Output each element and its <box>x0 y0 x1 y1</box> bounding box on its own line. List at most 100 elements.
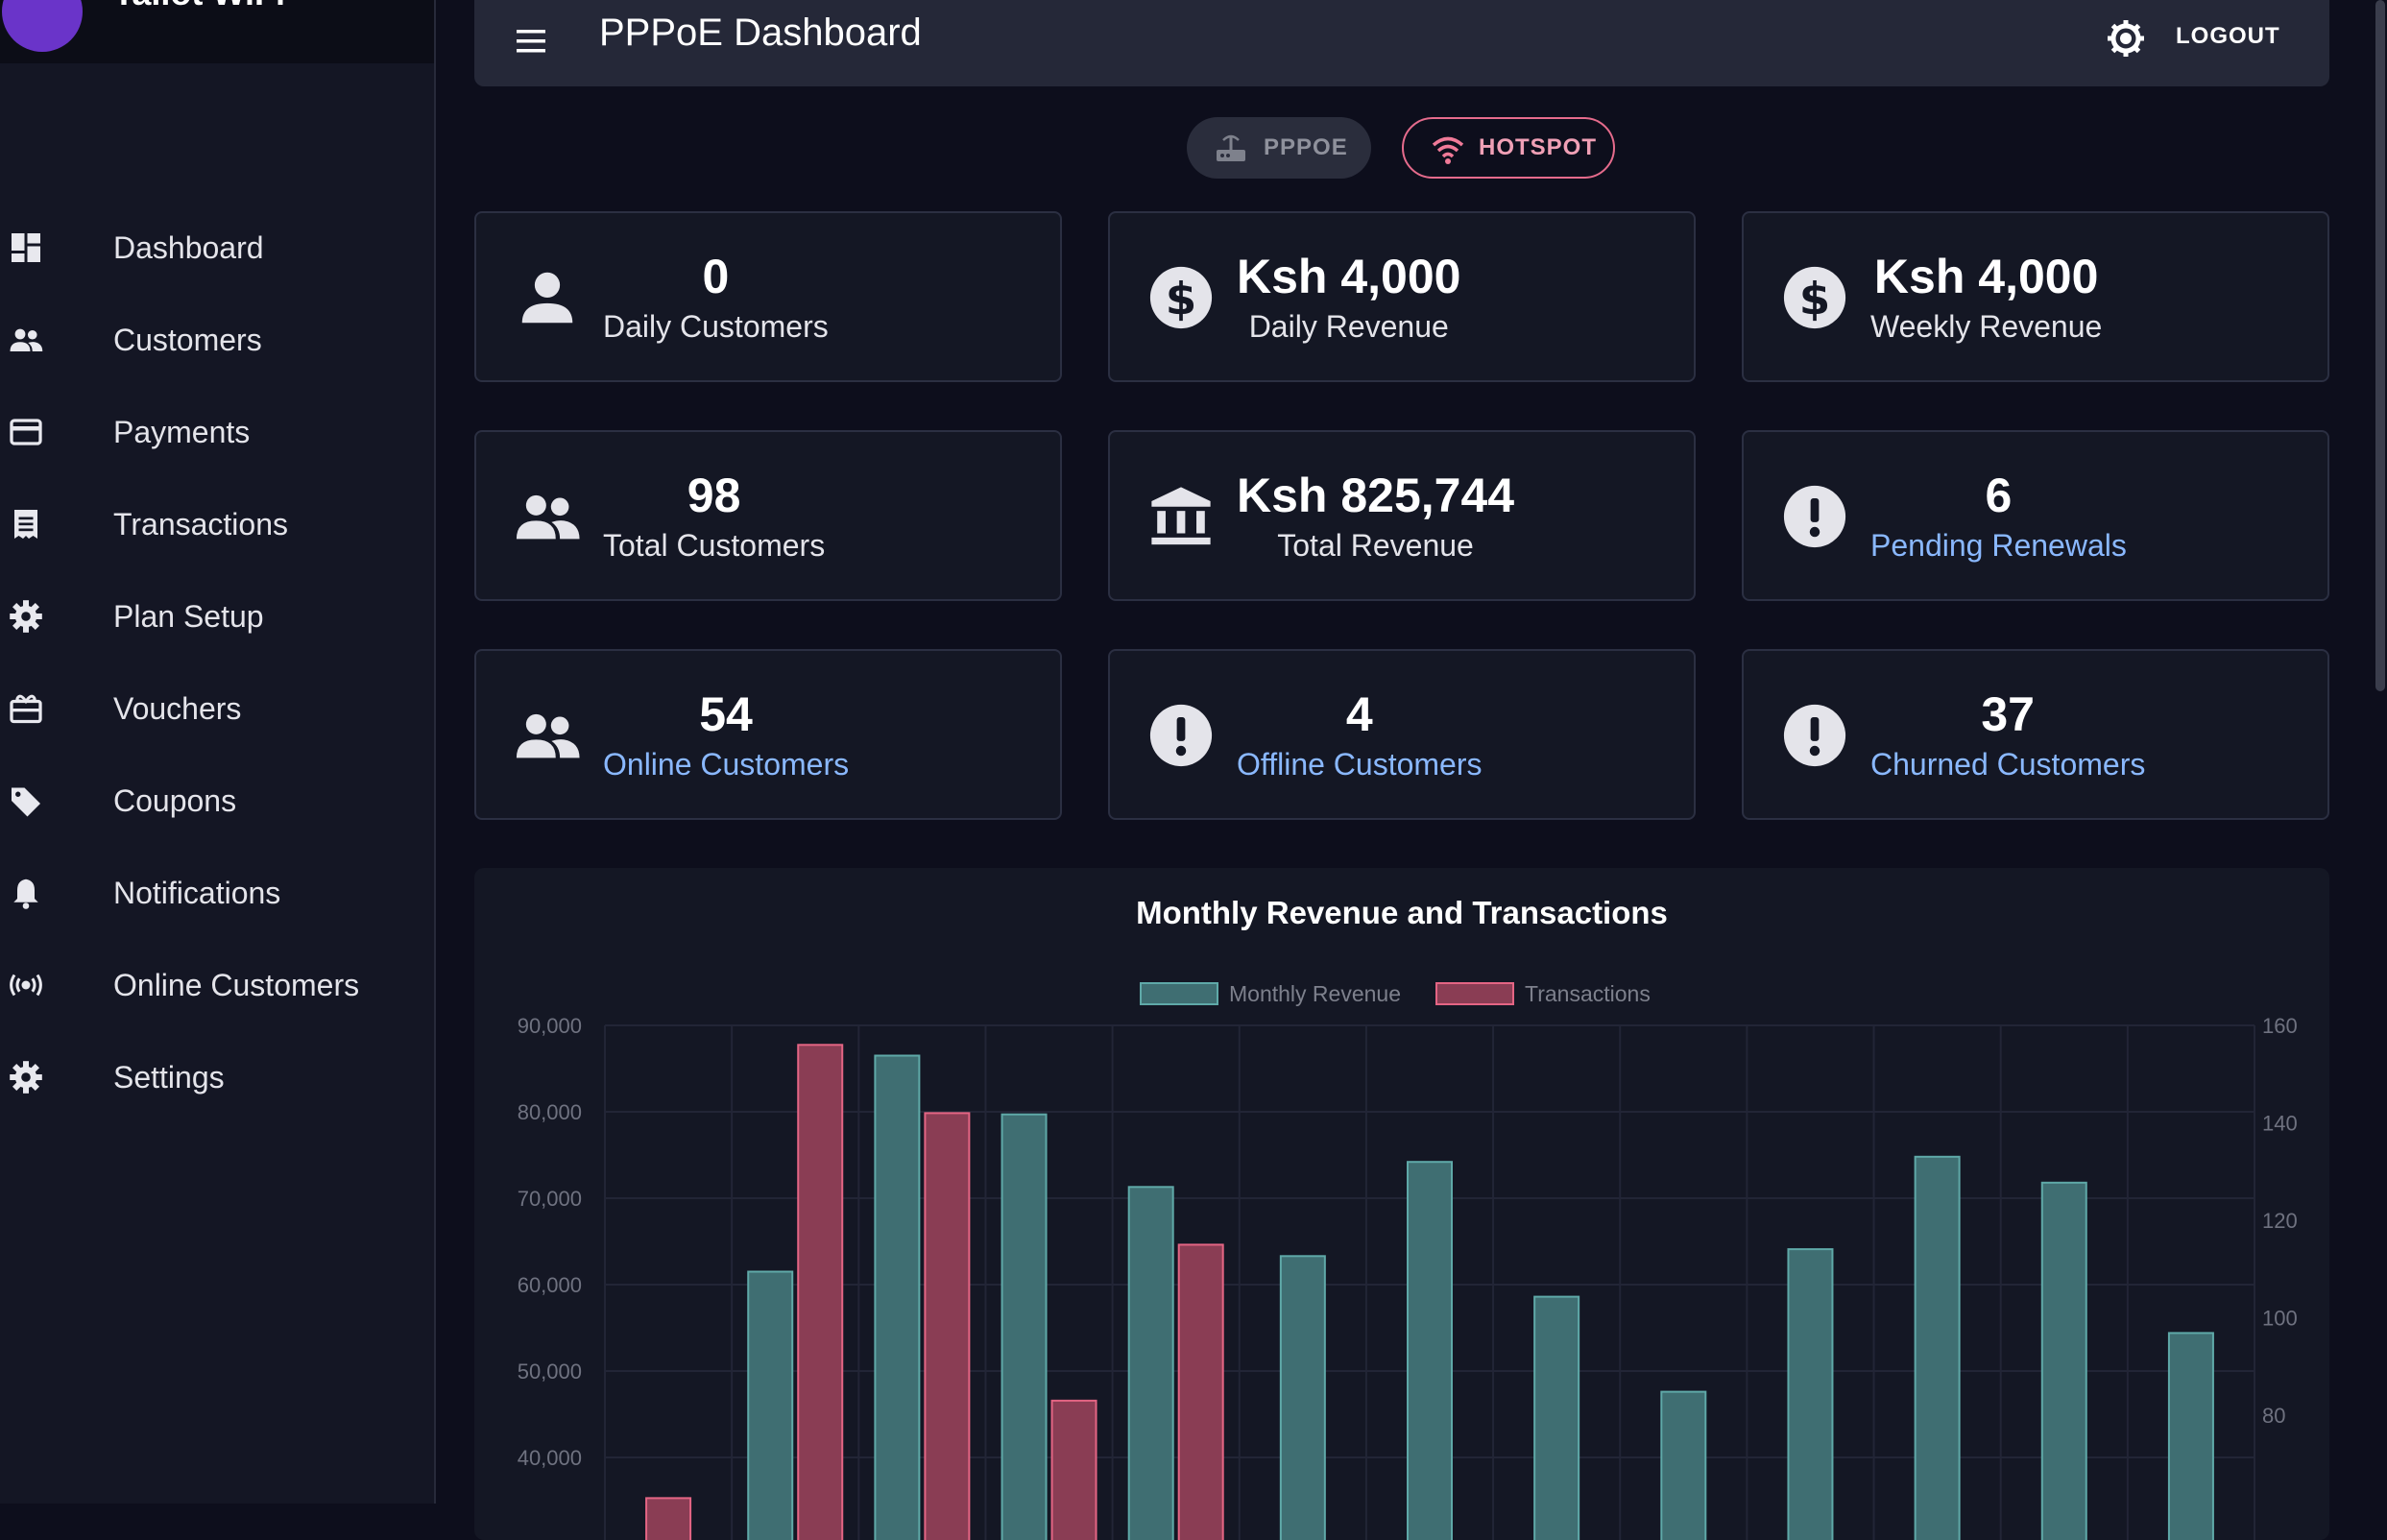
sidebar-item-label: Plan Setup <box>113 599 264 635</box>
svg-text:$: $ <box>1799 275 1830 326</box>
transactions-bar <box>1179 1244 1223 1540</box>
sidebar-item-transactions[interactable]: Transactions <box>0 478 434 570</box>
sidebar-item-notifications[interactable]: Notifications <box>0 847 434 939</box>
sidebar-item-label: Online Customers <box>113 968 359 1003</box>
tag-icon <box>8 782 44 819</box>
sidebar-item-dashboard[interactable]: Dashboard <box>0 202 434 294</box>
sidebar-item-settings[interactable]: Settings <box>0 1031 434 1123</box>
scrollbar-thumb[interactable] <box>2375 0 2385 691</box>
wifi-icon <box>1431 132 1465 167</box>
sidebar-item-plan-setup[interactable]: Plan Setup <box>0 570 434 662</box>
y-right-tick-label: 140 <box>2262 1112 2298 1136</box>
transactions-bar <box>1052 1401 1097 1540</box>
alert-icon <box>1145 699 1218 772</box>
bank-icon <box>1145 480 1218 553</box>
stat-label: Offline Customers <box>1237 743 1483 785</box>
y-left-tick-label: 90,000 <box>518 1014 582 1038</box>
sidebar-item-label: Customers <box>113 323 262 358</box>
gear-icon <box>8 1059 44 1095</box>
stat-label: Daily Customers <box>603 305 829 348</box>
people-icon <box>511 480 584 553</box>
people-icon <box>8 322 44 358</box>
revenue-chart: Monthly Revenue and Transactions Monthly … <box>474 868 2329 1540</box>
sidebar-item-online-customers[interactable]: Online Customers <box>0 939 434 1031</box>
transactions-bar <box>925 1113 969 1540</box>
sidebar-item-label: Notifications <box>113 876 280 911</box>
sidebar-item-label: Transactions <box>113 507 288 542</box>
revenue-bar <box>1661 1392 1705 1540</box>
people-icon <box>511 699 584 772</box>
alert-icon <box>1778 699 1851 772</box>
y-left-tick-label: 80,000 <box>518 1100 582 1124</box>
credit-card-icon <box>8 414 44 450</box>
broadcast-icon <box>8 967 44 1003</box>
stat-value: 98 <box>687 467 741 524</box>
y-right-tick-label: 80 <box>2262 1404 2285 1428</box>
brand-bar: Taliot WiFi <box>0 0 434 63</box>
sidebar-item-vouchers[interactable]: Vouchers <box>0 662 434 755</box>
revenue-bar <box>2042 1183 2086 1540</box>
revenue-bar <box>1788 1249 1832 1540</box>
dashboard-icon <box>8 229 44 266</box>
stat-value: Ksh 825,744 <box>1237 467 1514 524</box>
sidebar-item-label: Vouchers <box>113 691 241 727</box>
stat-label: Total Revenue <box>1277 524 1474 566</box>
dollar-icon: $ <box>1145 261 1218 334</box>
y-left-tick-label: 40,000 <box>518 1446 582 1470</box>
logout-button[interactable]: LOGOUT <box>2176 23 2280 50</box>
stat-label: Daily Revenue <box>1249 305 1449 348</box>
svg-text:$: $ <box>1166 275 1196 326</box>
legend-label-transactions: Transactions <box>1525 981 1651 1006</box>
legend-swatch-revenue <box>1141 983 1218 1004</box>
sidebar-item-label: Coupons <box>113 783 236 819</box>
pppoe-toggle-button[interactable]: PPPOE <box>1187 117 1371 179</box>
revenue-bar <box>748 1272 792 1540</box>
legend-swatch-transactions <box>1436 983 1513 1004</box>
hotspot-toggle-button[interactable]: HOTSPOT <box>1402 117 1615 179</box>
stat-label: Total Customers <box>603 524 825 566</box>
sidebar-item-label: Payments <box>113 415 250 450</box>
menu-icon[interactable] <box>515 27 547 56</box>
sidebar-item-coupons[interactable]: Coupons <box>0 755 434 847</box>
dollar-icon: $ <box>1778 261 1851 334</box>
stat-value: Ksh 4,000 <box>1237 248 1460 305</box>
revenue-bar <box>1408 1162 1452 1540</box>
hotspot-label: HOTSPOT <box>1479 134 1597 161</box>
brand-name: Taliot WiFi <box>113 0 285 13</box>
sidebar-item-customers[interactable]: Customers <box>0 294 434 386</box>
avatar[interactable] <box>2 0 83 52</box>
stat-value: Ksh 4,000 <box>1874 248 2098 305</box>
pppoe-label: PPPOE <box>1264 134 1348 161</box>
revenue-bar <box>875 1056 919 1540</box>
alert-icon <box>1778 480 1851 553</box>
y-left-tick-label: 70,000 <box>518 1187 582 1211</box>
sidebar: Taliot WiFi Dashboard Customers Payments Tr… <box>0 0 436 1504</box>
app-header: PPPoE Dashboard LOGOUT <box>474 0 2329 86</box>
chart-title: Monthly Revenue and Transactions <box>1136 895 1668 930</box>
stat-value: 6 <box>1986 467 2013 524</box>
sidebar-item-label: Settings <box>113 1060 225 1095</box>
revenue-bar <box>1129 1187 1173 1540</box>
theme-toggle-icon[interactable] <box>2107 19 2145 58</box>
stat-label: Weekly Revenue <box>1870 305 2102 348</box>
sidebar-item-payments[interactable]: Payments <box>0 386 434 478</box>
revenue-bar <box>1002 1115 1047 1540</box>
router-icon <box>1214 131 1248 165</box>
legend-label-revenue: Monthly Revenue <box>1229 981 1401 1006</box>
transactions-bar <box>798 1045 842 1540</box>
